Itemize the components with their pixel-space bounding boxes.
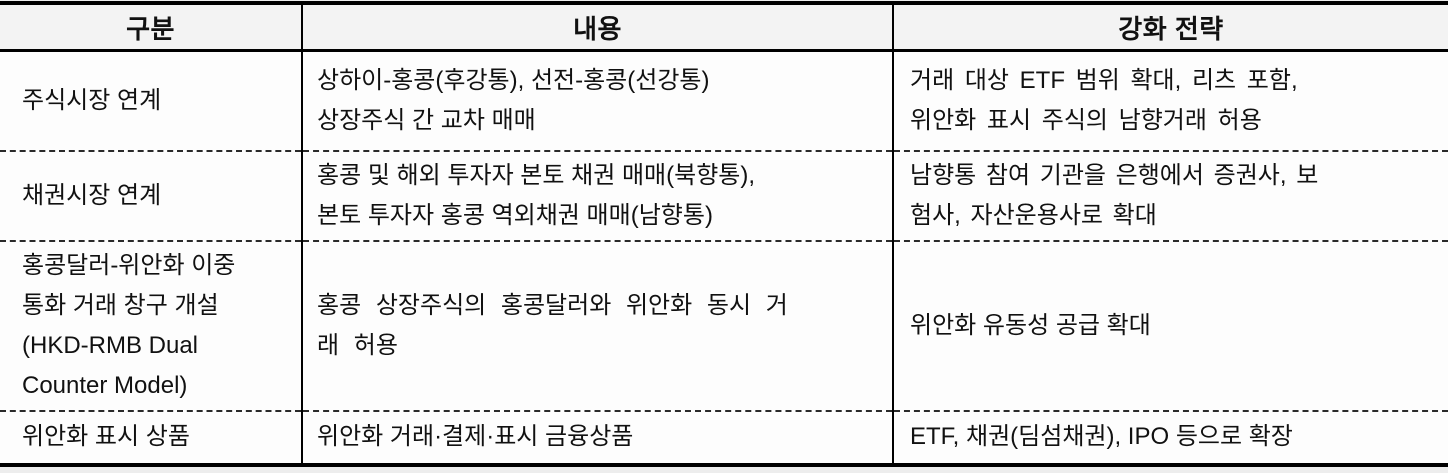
table-row: 홍콩달러-위안화 이중 통화 거래 창구 개설 (HKD-RMB Dual Co… — [0, 239, 1448, 411]
cell-strategy: ETF, 채권(딤섬채권), IPO 등으로 확장 — [892, 409, 1448, 465]
cell-category: 주식시장 연계 — [22, 86, 162, 114]
cell-content: 홍콩 상장주식의 홍콩달러와 위안화 동시 거 래 허용 — [301, 239, 893, 411]
cell-strategy: 거래 대상 ETF 범위 확대, 리츠 포함, 위안화 표시 주식의 남향거래 … — [892, 50, 1448, 151]
table-row: 위안화 표시 상품 위안화 거래·결제·표시 금융상품 ETF, 채권(딤섬채권… — [0, 409, 1448, 465]
cell-category: 홍콩달러-위안화 이중 통화 거래 창구 개설 (HKD-RMB Dual Co… — [0, 239, 302, 411]
table-row: 채권시장 연계 홍콩 및 해외 투자자 본토 채권 매매(북향통), 본토 투자… — [0, 149, 1448, 241]
column-header-category: 구분 — [0, 3, 302, 52]
column-header-content: 내용 — [301, 3, 893, 52]
table-row: 주식시장 연계 상하이-홍콩(후강통), 선전-홍콩(선강통) 상장주식 간 교… — [0, 50, 1448, 151]
column-header-strategy: 강화 전략 — [892, 3, 1448, 52]
header-row: 구분 내용 강화 전략 — [0, 3, 1448, 52]
cell-strategy: 위안화 유동성 공급 확대 — [892, 239, 1448, 411]
cell-category: 위안화 표시 상품 — [0, 409, 302, 465]
cell-category: 채권시장 연계 — [0, 149, 302, 241]
cell-strategy: 남향통 참여 기관을 은행에서 증권사, 보 험사, 자산운용사로 확대 — [892, 149, 1448, 241]
cell-content: 위안화 거래·결제·표시 금융상품 — [301, 409, 893, 465]
cell-content: 상하이-홍콩(후강통), 선전-홍콩(선강통) 상장주식 간 교차 매매 — [301, 50, 893, 151]
cell-content: 홍콩 및 해외 투자자 본토 채권 매매(북향통), 본토 투자자 홍콩 역외채… — [301, 149, 893, 241]
